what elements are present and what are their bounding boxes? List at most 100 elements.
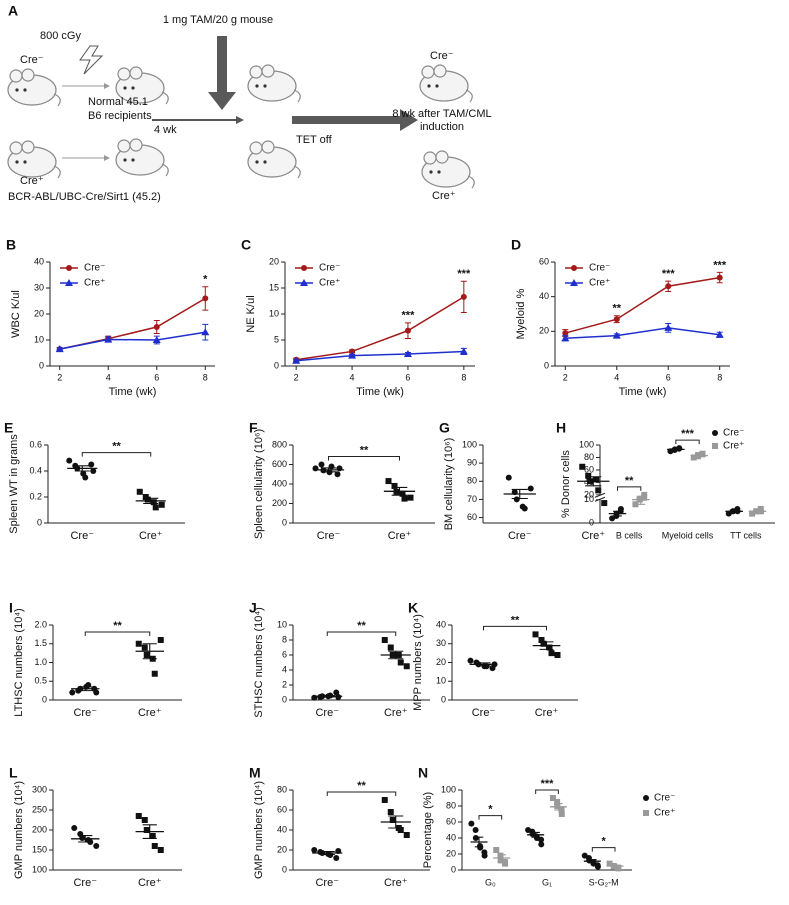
data-point xyxy=(135,813,142,819)
data-point xyxy=(404,327,411,334)
y-tick-label: 60 xyxy=(446,816,456,826)
y-tick-label: 80 xyxy=(446,800,456,810)
legend-marker xyxy=(65,279,73,286)
data-point xyxy=(149,833,156,839)
data-point xyxy=(292,356,301,364)
panel-letter: G xyxy=(439,420,450,436)
y-tick-label: 100 xyxy=(579,439,594,449)
y-axis-label: % Donor cells xyxy=(560,450,572,518)
recipient-label: B6 recipients xyxy=(88,110,152,122)
panel-letter: B xyxy=(6,237,16,253)
data-point xyxy=(554,803,561,809)
x-tick-label: G₀ xyxy=(485,877,496,887)
panel-letter: H xyxy=(556,420,566,436)
result-label: Cre⁺ xyxy=(432,190,456,202)
data-point xyxy=(513,496,520,503)
y-tick-label: 40 xyxy=(446,832,456,842)
error-bar xyxy=(729,509,739,514)
error-bar xyxy=(636,498,646,505)
y-tick-label: 2.0 xyxy=(34,619,47,629)
panel-letter: E xyxy=(4,420,13,436)
significance-bracket xyxy=(617,486,642,491)
significance-label: ** xyxy=(360,444,369,456)
y-tick-label: 20 xyxy=(436,657,446,667)
data-point xyxy=(493,847,500,853)
error-bar xyxy=(78,686,93,692)
significance-bracket xyxy=(326,791,397,796)
data-point xyxy=(403,832,410,838)
y-tick-label: 40 xyxy=(584,477,594,487)
y-tick-label: 20 xyxy=(539,326,549,336)
panel-letter: L xyxy=(9,765,18,781)
x-tick-label: Cre⁺ xyxy=(384,877,408,889)
error-bar xyxy=(753,509,762,513)
x-tick-label: Cre⁺ xyxy=(581,530,605,542)
data-point xyxy=(585,472,592,479)
data-point xyxy=(144,496,151,503)
legend-label: Cre⁺ xyxy=(654,808,675,819)
error-bar xyxy=(142,643,157,660)
panel-letter: M xyxy=(249,765,261,781)
data-point xyxy=(527,485,534,492)
x-tick-label: 8 xyxy=(717,372,722,382)
data-point xyxy=(664,323,673,331)
axis-break-mark xyxy=(594,496,606,502)
y-tick-label: 20 xyxy=(277,844,287,854)
data-point xyxy=(152,504,159,511)
y-tick-label: 40 xyxy=(436,619,446,629)
y-tick-label: 60 xyxy=(539,256,549,266)
y-tick-label: 8 xyxy=(282,634,287,644)
data-point xyxy=(617,505,624,512)
y-tick-label: 0 xyxy=(282,517,287,527)
data-point xyxy=(79,835,86,841)
data-point xyxy=(632,501,639,508)
panel-letter: K xyxy=(408,600,418,616)
significance-label: ** xyxy=(112,441,121,453)
significance-bracket xyxy=(483,625,547,631)
y-tick-label: 4 xyxy=(282,664,287,674)
y-tick-label: 30 xyxy=(34,282,44,292)
data-point xyxy=(472,827,479,833)
error-bar xyxy=(143,497,159,505)
significance-bracket xyxy=(328,456,400,461)
x-tick-label: 8 xyxy=(203,372,208,382)
error-bar xyxy=(319,850,335,856)
legend-label: Cre⁻ xyxy=(84,263,105,274)
y-tick-label: 1.0 xyxy=(34,657,47,667)
significance-label: ** xyxy=(357,780,366,792)
x-tick-label: Cre⁻ xyxy=(315,877,339,889)
y-axis-label: NE K/ul xyxy=(245,295,257,332)
legend-label: Cre⁺ xyxy=(84,278,105,289)
data-point xyxy=(143,827,150,833)
y-axis-label: Spleen cellularity (10⁶) xyxy=(253,429,265,539)
data-point xyxy=(407,494,414,501)
x-tick-label: Cre⁻ xyxy=(70,530,94,542)
error-bar xyxy=(613,510,622,517)
data-point xyxy=(481,852,488,859)
significance-bracket xyxy=(591,847,616,852)
data-point xyxy=(143,652,150,658)
x-axis-label: Time (wk) xyxy=(619,386,667,398)
x-tick-label: 2 xyxy=(57,372,62,382)
data-point xyxy=(538,637,545,643)
y-tick-label: 15 xyxy=(269,282,279,292)
legend-marker xyxy=(66,265,72,271)
y-tick-label: 70 xyxy=(467,494,477,504)
data-point xyxy=(497,852,504,859)
error-bar xyxy=(391,486,408,496)
data-point xyxy=(150,499,157,506)
y-tick-label: 60 xyxy=(584,464,594,474)
error-bar xyxy=(539,641,554,650)
series-line xyxy=(296,350,464,362)
significance-label: *** xyxy=(402,310,416,322)
data-point xyxy=(202,295,209,302)
data-point xyxy=(554,799,561,805)
significance-label: ** xyxy=(612,303,621,315)
y-tick-label: 40 xyxy=(277,824,287,834)
data-point xyxy=(612,331,621,339)
y-axis-label: Myeloid % xyxy=(515,288,527,339)
data-point xyxy=(641,491,648,498)
error-bar xyxy=(585,476,602,487)
x-tick-label: Cre⁻ xyxy=(472,707,496,719)
